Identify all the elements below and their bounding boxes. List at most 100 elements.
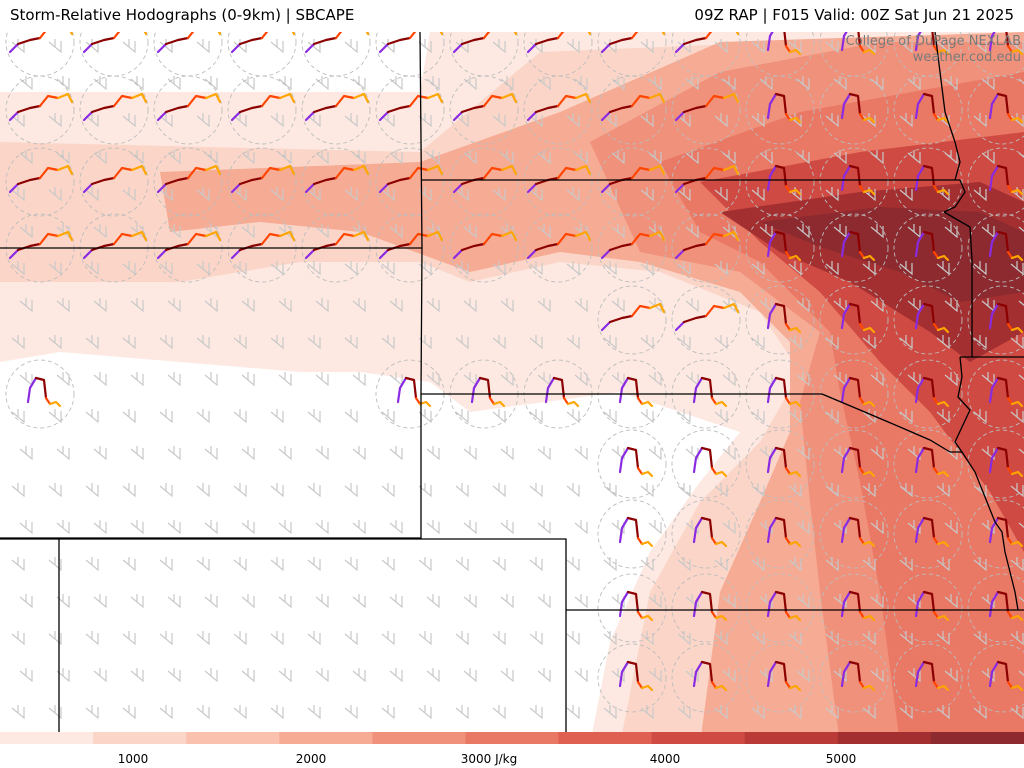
hodograph-segment [16,104,42,114]
hodograph-segment [452,42,464,54]
wind-barb [973,335,987,350]
hodograph-segment [626,660,640,684]
hodograph-segment [788,470,802,478]
hodograph-segment [640,614,654,622]
hodograph-segment [1006,44,1014,54]
wind-barb [537,224,551,239]
wind-barb [566,39,580,54]
hodograph-segment [858,250,866,260]
hodograph-segment [996,376,1010,400]
wind-barb [463,520,477,535]
hodograph-segment [90,104,116,114]
hodograph-segment [788,326,802,334]
wind-barb [130,224,144,239]
wind-barb [648,224,662,239]
hodograph-segment [848,660,862,684]
hodograph-ring [5,75,75,145]
hodograph-segment [710,610,718,620]
hodograph-segment [492,400,506,408]
hodograph-segment [460,36,486,46]
wind-barb [640,335,654,350]
wind-barb [825,409,839,424]
hodograph-segment [788,116,802,124]
wind-barb [529,631,543,646]
wind-barb [603,187,617,202]
wind-barb [307,705,321,720]
wind-barb [463,668,477,683]
hodograph-segment [714,470,728,478]
hodograph-segment [1010,326,1024,334]
wind-barb [492,39,506,54]
wind-barb [11,335,25,350]
wind-barb [529,335,543,350]
hodograph-segment [574,230,592,242]
hodograph-segment [682,36,708,46]
wind-barb [241,372,255,387]
hodograph-segment [500,164,518,176]
hodograph-ring [523,32,593,77]
wind-barb [130,446,144,461]
wind-barb [611,150,625,165]
hodograph-segment [700,590,714,614]
wind-barb [566,483,580,498]
wind-barb [648,372,662,387]
hodograph-segment [38,232,60,246]
hodograph-ring [153,147,223,217]
hodograph-segment [674,110,686,122]
wind-barb [759,446,773,461]
hodograph-segment [534,104,560,114]
hodograph-segment [766,516,778,544]
hodograph-segment [90,242,116,252]
hodograph-segment [784,466,792,476]
hodograph-ring [819,213,889,283]
hodograph-segment [56,164,74,176]
hodograph-segment [988,32,996,52]
hodograph-ring [79,32,149,77]
hodograph-segment [932,322,940,332]
hodograph-ring [671,75,741,145]
wind-barb [529,113,543,128]
wind-barb [899,113,913,128]
hodograph-segment [1006,680,1014,690]
colorbar-tick-label: 5000 [825,752,857,766]
wind-barb [11,631,25,646]
hodograph-ring [671,285,741,355]
wind-barb [640,483,654,498]
hodograph-segment [862,326,876,334]
wind-barb [714,483,728,498]
wind-barb [677,409,691,424]
hodograph-ring [967,32,1024,77]
wind-barb [722,668,736,683]
hodograph-segment [932,250,940,260]
wind-barb [56,520,70,535]
hodograph-segment [932,536,940,546]
wind-barb [677,113,691,128]
wind-barb [862,261,876,276]
hodograph-segment [788,540,802,548]
wind-barb [315,446,329,461]
wind-barb [862,631,876,646]
wind-barb [537,668,551,683]
wind-barb [870,372,884,387]
hodograph-segment [784,536,792,546]
hodograph-ring [597,499,667,569]
hodograph-segment [260,94,282,108]
hodograph-segment [618,446,630,474]
wind-barb [537,76,551,91]
wind-barb [1010,483,1024,498]
hodograph-segment [914,164,926,192]
wind-barb [825,631,839,646]
wind-barb [352,298,366,313]
hodograph-ring [745,573,815,643]
hodograph-segment [1006,536,1014,546]
hodograph-segment [858,680,866,690]
wind-barb [241,298,255,313]
hodograph-segment [692,660,704,688]
wind-barb [796,446,810,461]
wind-barb [833,668,847,683]
hodograph-segment [674,320,686,332]
hodograph-segment [914,92,926,120]
hodograph-ring [967,499,1024,569]
hodograph-segment [862,540,876,548]
hodograph-segment [788,48,802,56]
